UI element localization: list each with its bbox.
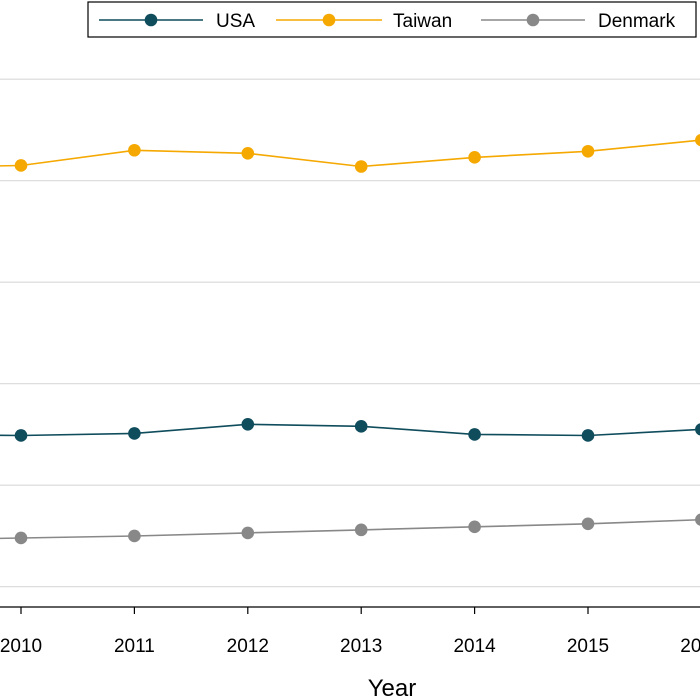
data-point-taiwan-2012 [241, 146, 255, 160]
data-point-usa-2011 [128, 427, 141, 440]
series-line-denmark [0, 518, 700, 540]
x-axis-title: Year [368, 675, 417, 700]
data-point-denmark-2016 [695, 513, 700, 526]
series-line-usa [0, 423, 700, 437]
x-tick-label-2011: 2011 [114, 636, 155, 657]
legend-label-usa: USA [216, 11, 255, 32]
data-point-usa-2015 [581, 429, 595, 442]
data-point-denmark-2015 [581, 517, 595, 531]
series-group [0, 133, 700, 545]
legend-item-taiwan: Taiwan [276, 11, 452, 32]
legend-label-taiwan: Taiwan [393, 11, 452, 32]
gridlines [0, 78, 700, 588]
x-tick-label-2014: 2014 [453, 636, 496, 657]
data-point-taiwan-2013 [354, 160, 368, 173]
data-point-taiwan-2014 [468, 151, 481, 164]
data-point-denmark-2012 [241, 526, 255, 540]
data-point-taiwan-2015 [581, 144, 595, 158]
x-tick-label-2010: 2010 [0, 636, 42, 657]
data-point-usa-2013 [354, 420, 368, 433]
data-point-usa-2012 [241, 418, 255, 431]
series-line-taiwan [0, 139, 700, 168]
legend-marker-usa [144, 13, 158, 27]
legend-item-denmark: Denmark [481, 11, 676, 32]
series-taiwan [0, 133, 700, 173]
series-usa [0, 418, 700, 442]
data-point-denmark-2011 [128, 529, 141, 543]
legend-item-usa: USA [99, 11, 255, 32]
legend-marker-denmark [526, 13, 540, 27]
x-tick-label-2013: 2013 [340, 636, 382, 657]
legend-label-denmark: Denmark [598, 11, 676, 32]
data-point-taiwan-2011 [128, 143, 141, 157]
data-point-usa-2010 [14, 429, 28, 442]
x-tick-label-2012: 2012 [227, 636, 269, 657]
x-ticks: 2010 2011 2012 2013 2014 2015 2016 [0, 607, 700, 657]
data-point-usa-2016 [695, 423, 700, 436]
data-point-denmark-2013 [354, 523, 368, 537]
data-point-taiwan-2016 [695, 133, 700, 147]
x-tick-label-2016: 2016 [680, 636, 700, 657]
series-denmark [0, 513, 700, 545]
data-point-denmark-2010 [14, 531, 28, 545]
x-tick-label-2015: 2015 [567, 636, 609, 657]
data-point-taiwan-2010 [14, 159, 28, 172]
legend: USA Taiwan Denmark [87, 1, 697, 38]
legend-marker-taiwan [322, 13, 336, 27]
data-point-denmark-2014 [468, 520, 481, 534]
data-point-usa-2014 [468, 428, 481, 441]
